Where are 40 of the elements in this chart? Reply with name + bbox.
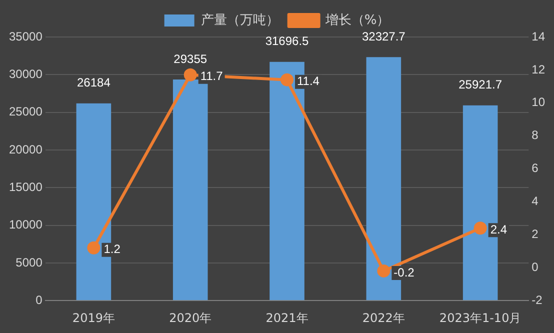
y-tick-label: 30000: [8, 66, 43, 81]
x-tick-label: 2019年: [72, 310, 115, 325]
y2-tick-label: 4: [532, 194, 539, 208]
y2-tick-label: 2: [532, 227, 539, 242]
x-tick-label: 2023年1-10月: [439, 310, 522, 325]
data-label: 26184: [77, 76, 111, 90]
legend-label: 产量（万吨）: [200, 12, 279, 28]
data-label: 31696.5: [265, 34, 310, 48]
data-label: 11.7: [200, 69, 224, 84]
y2-tick-label: 8: [532, 128, 539, 142]
y2-tick-label: 0: [532, 260, 539, 274]
data-label: -0.2: [394, 265, 415, 280]
y2-tick-label: 12: [532, 62, 546, 76]
x-tick-label: 2022年: [362, 310, 405, 325]
y-tick-label: 10000: [8, 218, 43, 232]
x-tick-label: 2020年: [169, 310, 212, 325]
y-tick-label: 35000: [8, 29, 43, 44]
y2-tick-label: -2: [532, 292, 543, 307]
y2-tick-label: 14: [532, 29, 546, 44]
point: [184, 68, 197, 82]
point: [280, 73, 294, 86]
data-label: 11.4: [297, 74, 320, 88]
y-tick-label: 25000: [8, 104, 43, 119]
y-tick-label: 20000: [8, 142, 43, 156]
legend-label: 增长（%）: [324, 12, 390, 28]
point: [87, 241, 100, 254]
data-label: 2.4: [490, 222, 508, 236]
x-tick-label: 2021年: [266, 310, 308, 325]
point: [474, 222, 487, 235]
bar: [172, 80, 208, 300]
y2-tick-label: 6: [532, 161, 539, 176]
data-label: 1.2: [104, 242, 121, 256]
point: [377, 264, 390, 278]
data-label: 25921.7: [458, 78, 502, 92]
y2-tick-label: 10: [532, 95, 546, 110]
y-tick-label: 0: [36, 292, 43, 307]
data-label: 32327.7: [362, 29, 406, 44]
y-tick-label: 5000: [16, 255, 43, 270]
y-tick-label: 15000: [8, 180, 43, 194]
data-label: 29355: [174, 52, 208, 66]
